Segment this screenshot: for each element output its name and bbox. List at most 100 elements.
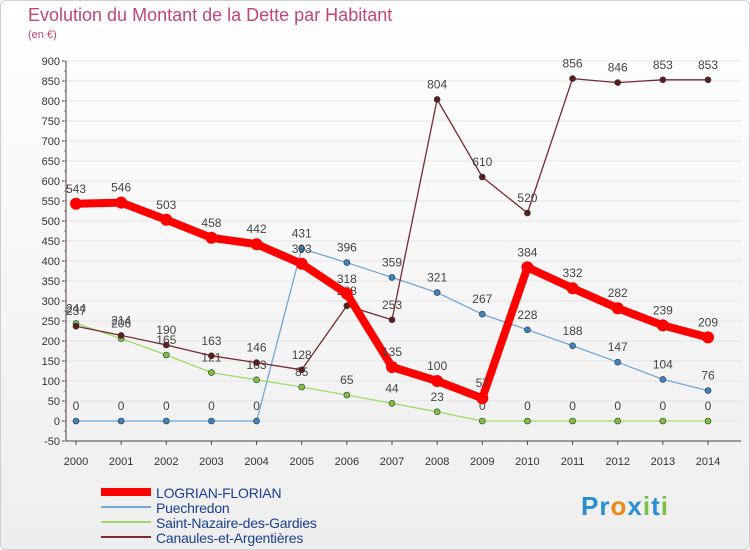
y-tick-label: 350 [42, 276, 60, 288]
data-label: 546 [111, 181, 131, 195]
legend-label: Canaules-et-Argentières [156, 530, 304, 546]
data-label: 458 [201, 216, 221, 230]
data-label: 0 [660, 399, 667, 413]
data-point [656, 319, 669, 332]
data-label: 0 [479, 399, 486, 413]
x-tick-label: 2008 [425, 456, 449, 468]
data-point [704, 387, 712, 394]
data-point [569, 342, 576, 350]
data-label: 0 [118, 399, 125, 413]
y-tick-label: 50 [48, 396, 60, 408]
y-tick-label: 500 [42, 216, 60, 228]
x-tick-label: 2006 [335, 456, 359, 468]
data-point [524, 209, 531, 217]
x-tick-label: 2001 [109, 456, 133, 468]
data-label: 128 [292, 348, 312, 362]
data-point [117, 332, 125, 339]
data-point [659, 76, 667, 84]
data-label: 135 [382, 345, 402, 359]
logo-letter: t [651, 491, 661, 521]
data-label: 856 [563, 57, 583, 71]
legend-swatch [101, 488, 151, 496]
legend-label: Saint-Nazaire-des-Gardies [156, 515, 317, 531]
data-label: 543 [66, 182, 86, 196]
data-point [253, 376, 260, 384]
data-label: 146 [247, 341, 267, 355]
logo-letter: i [660, 491, 669, 521]
data-point [253, 359, 260, 366]
data-label: 318 [337, 272, 357, 286]
data-label: 282 [608, 286, 628, 300]
proxiti-logo: Proxiti [581, 491, 669, 522]
data-label: 384 [517, 245, 537, 259]
data-label: 0 [705, 399, 712, 413]
x-tick-label: 2011 [561, 456, 585, 468]
data-point [208, 369, 215, 376]
y-tick-label: 850 [42, 76, 60, 88]
data-label: 214 [111, 313, 131, 327]
data-point [298, 245, 306, 252]
data-point [704, 417, 712, 425]
data-label: 23 [430, 390, 444, 404]
x-tick-label: 2002 [154, 456, 178, 468]
data-point [72, 417, 80, 425]
data-point [431, 375, 444, 387]
x-tick-label: 2000 [64, 456, 88, 468]
data-point [343, 259, 351, 266]
data-label: 244 [66, 301, 86, 315]
data-label: 846 [608, 61, 628, 75]
data-point [478, 173, 486, 181]
y-tick-label: -50 [44, 436, 60, 448]
data-point [611, 302, 624, 315]
logo-letter: P [581, 491, 600, 521]
data-label: 253 [382, 298, 402, 312]
data-label: 76 [701, 369, 715, 383]
data-point [521, 261, 534, 274]
y-tick-label: 550 [42, 196, 60, 208]
y-tick-label: 250 [42, 316, 60, 328]
data-label: 228 [517, 308, 537, 322]
data-point [614, 79, 622, 86]
data-point [386, 361, 398, 373]
data-point [478, 417, 486, 425]
data-point [162, 351, 170, 359]
y-tick-label: 600 [42, 176, 60, 188]
data-label: 853 [698, 58, 718, 72]
logo-letter: x [627, 491, 643, 521]
data-point [433, 96, 441, 103]
data-label: 431 [292, 227, 312, 241]
data-label: 0 [73, 399, 80, 413]
y-tick-label: 450 [42, 236, 60, 248]
logo-letter: o [610, 491, 628, 521]
data-point [115, 196, 128, 209]
logo-letter: r [599, 491, 611, 521]
data-label: 610 [472, 155, 492, 169]
x-tick-label: 2003 [199, 456, 223, 468]
data-point [614, 417, 622, 425]
data-label: 239 [653, 303, 673, 317]
data-point [524, 326, 531, 334]
chart-unit: (en €) [28, 29, 57, 41]
y-tick-label: 300 [42, 296, 60, 308]
data-point [659, 376, 667, 383]
data-label: 267 [472, 292, 492, 306]
data-label: 163 [201, 334, 221, 348]
data-label: 57 [476, 376, 490, 390]
y-tick-label: 400 [42, 256, 60, 268]
y-tick-label: 150 [42, 356, 60, 368]
data-point [208, 352, 215, 360]
data-label: 442 [247, 222, 267, 236]
data-point [160, 213, 173, 226]
y-tick-label: 800 [42, 96, 60, 108]
chart-title: Evolution du Montant de la Dette par Hab… [28, 5, 393, 25]
data-label: 396 [337, 241, 357, 255]
x-tick-label: 2005 [289, 456, 313, 468]
data-label: 237 [66, 304, 86, 318]
data-point [388, 274, 396, 281]
data-label: 104 [653, 357, 673, 371]
y-tick-label: 700 [42, 136, 60, 148]
x-tick-label: 2012 [605, 456, 629, 468]
data-point [162, 417, 170, 425]
data-label: 0 [524, 399, 531, 413]
